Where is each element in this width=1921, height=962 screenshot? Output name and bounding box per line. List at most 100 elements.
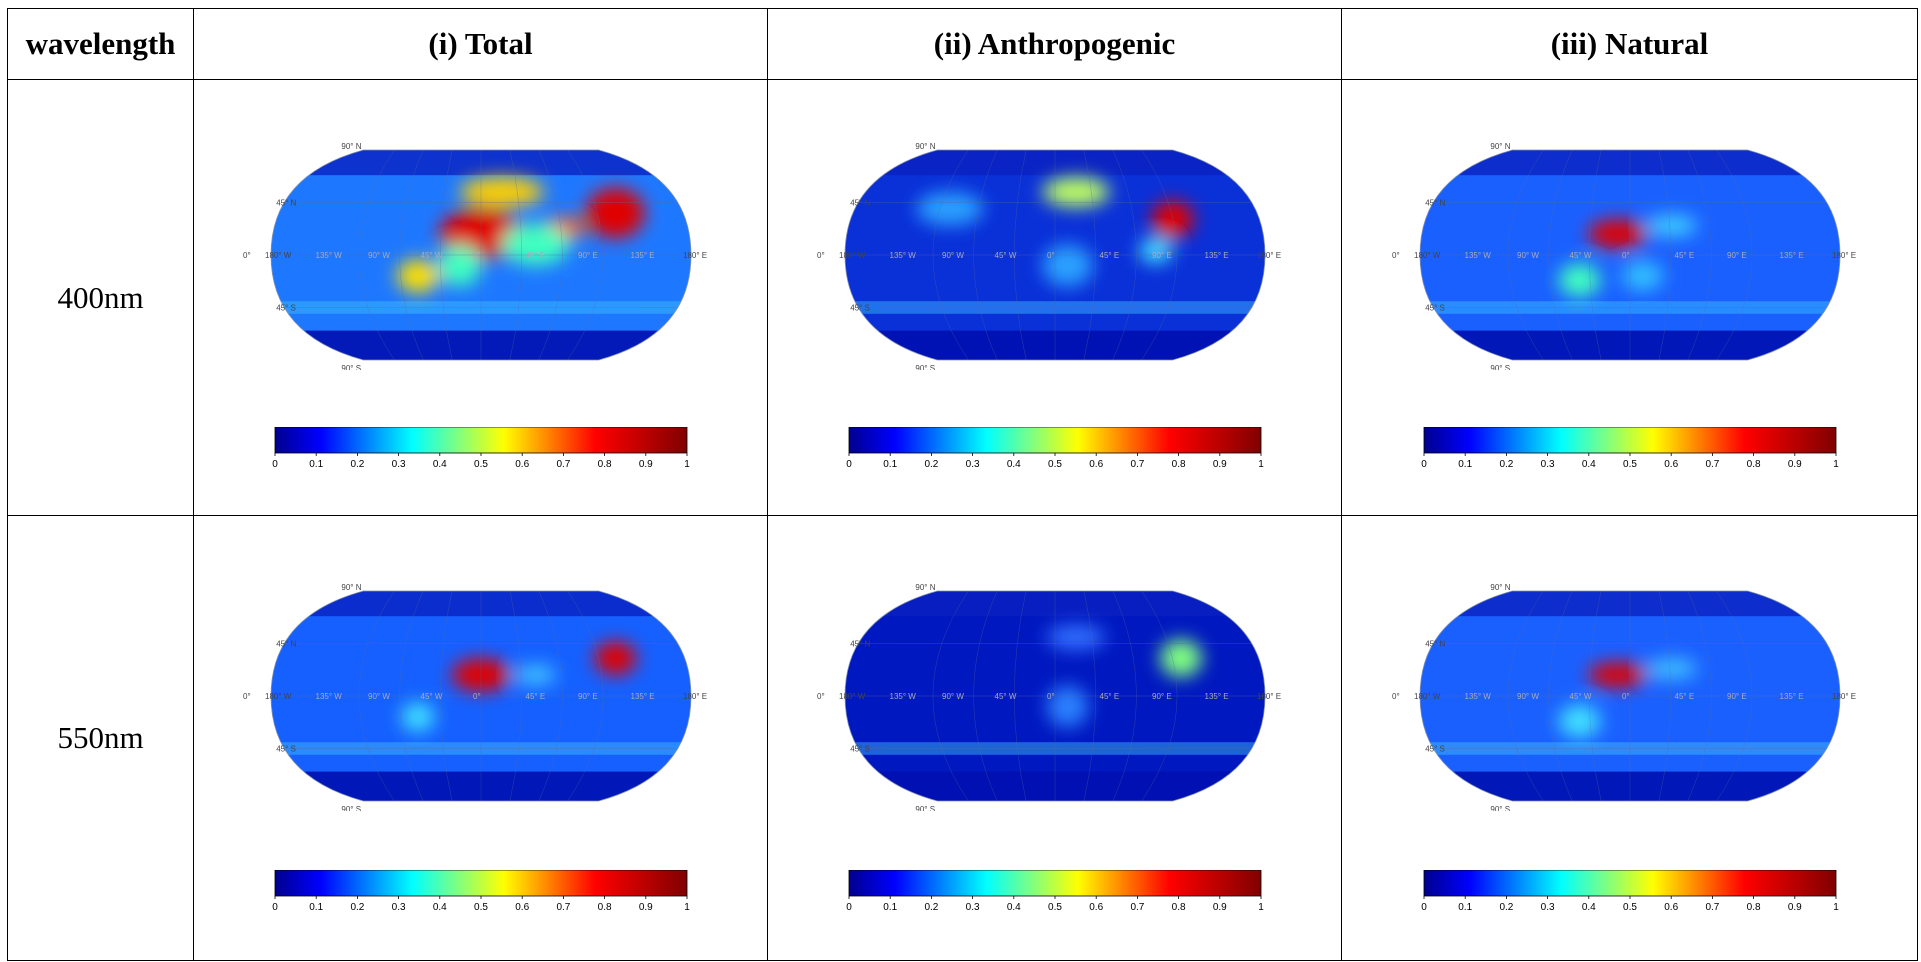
aerosol-hotspot <box>1138 238 1173 264</box>
colorbar-tick-label: 0.6 <box>1089 459 1103 470</box>
colorbar-tick-label: 0.6 <box>515 459 529 470</box>
longitude-label: 135° E <box>630 251 654 260</box>
latitude-label: 0° <box>243 251 251 260</box>
colorbar-tick-label: 0 <box>272 459 278 470</box>
colorbar-tick-label: 0.9 <box>638 459 652 470</box>
colorbar-tick-label: 0.7 <box>1705 459 1719 470</box>
cell-400-natural: 90° N 45° N 0° 45° S 90° S 180° W 135° W 90° W 4… <box>1341 79 1918 516</box>
global-aerosol-map: 90° N 45° N 0° 45° S 90° S 180° W 135° W 90° W 4… <box>817 583 1281 811</box>
colorbar: 0 0.1 0.2 0.3 0.4 0.5 0.6 0.7 0.8 0.9 1 <box>272 427 690 470</box>
longitude-label: 0° <box>473 251 481 260</box>
colorbar-tick-label: 0 <box>1421 459 1427 470</box>
longitude-label: 180° W <box>265 251 292 260</box>
longitude-label: 90° W <box>368 692 390 701</box>
colorbar-gradient <box>1423 427 1836 454</box>
colorbar: 0 0.1 0.2 0.3 0.4 0.5 0.6 0.7 0.8 0.9 1 <box>1421 427 1839 470</box>
aerosol-hotspot <box>1558 263 1601 297</box>
longitude-label: 135° W <box>315 251 342 260</box>
colorbar-tick-label: 0.2 <box>924 459 938 470</box>
colorbar-tick-label: 0.5 <box>1623 459 1637 470</box>
longitude-label: 90° E <box>1727 692 1747 701</box>
longitude-label: 90° W <box>942 692 964 701</box>
aerosol-hotspot <box>1151 200 1194 239</box>
colorbar-tick-label: 0.7 <box>556 459 570 470</box>
longitude-label: 135° W <box>889 251 916 260</box>
colorbar-tick-label: 0.3 <box>1540 459 1554 470</box>
latitude-label: 90° S <box>1490 805 1510 811</box>
longitude-label: 180° W <box>839 692 866 701</box>
longitude-label: 45° W <box>420 692 442 701</box>
colorbar-tick-label: 0.5 <box>1048 902 1062 913</box>
colorbar-tick-label: 0.8 <box>1171 902 1185 913</box>
header-wavelength: wavelength <box>7 8 194 80</box>
colorbar-gradient <box>1423 870 1836 897</box>
colorbar-tick-label: 0.9 <box>1787 459 1801 470</box>
row-550nm: 550nm 90° N 45° N 0° 45° S 90° S 180° W 135° W… <box>7 515 1918 961</box>
colorbar-tick-label: 0.7 <box>1130 902 1144 913</box>
latitude-label: 45° S <box>850 745 870 754</box>
colorbar-tick-label: 0.4 <box>1006 902 1020 913</box>
global-aerosol-map: 90° N 45° N 0° 45° S 90° S 180° W 135° W 90° W 4… <box>1392 583 1856 811</box>
latitude-label: 90° S <box>341 364 361 370</box>
longitude-label: 180° E <box>683 251 707 260</box>
colorbar-tick-label: 0.4 <box>1006 459 1020 470</box>
longitude-label: 90° W <box>942 251 964 260</box>
colorbar-tick-label: 0.9 <box>1212 902 1226 913</box>
longitude-label: 180° W <box>839 251 866 260</box>
colorbar-tick-label: 0.3 <box>391 459 405 470</box>
latitude-label: 90° N <box>1490 142 1510 151</box>
aerosol-hotspot <box>1587 662 1647 688</box>
colorbar-tick-label: 0.4 <box>1581 459 1595 470</box>
colorbar-tick-label: 0.6 <box>1089 902 1103 913</box>
colorbar-tick-label: 0.6 <box>1664 459 1678 470</box>
latitude-label: 90° N <box>341 583 361 592</box>
longitude-label: 0° <box>1622 692 1630 701</box>
aerosol-comparison-table: wavelength (i) Total (ii) Anthropogenic … <box>7 8 1918 961</box>
colorbar-tick-label: 0.5 <box>474 459 488 470</box>
longitude-label: 180° W <box>265 692 292 701</box>
longitude-label: 180° E <box>1832 251 1856 260</box>
latitude-label: 45° N <box>276 199 296 208</box>
latitude-label: 90° N <box>915 142 935 151</box>
colorbar-tick-label: 0.3 <box>965 459 979 470</box>
longitude-label: 90° E <box>1152 692 1172 701</box>
longitude-label: 180° W <box>1414 251 1441 260</box>
colorbar-tick-label: 0.1 <box>1458 902 1472 913</box>
latitude-label: 45° S <box>1425 304 1445 313</box>
latitude-label: 45° N <box>276 640 296 649</box>
longitude-label: 135° E <box>1204 251 1228 260</box>
aerosol-hotspot <box>585 187 645 239</box>
longitude-label: 90° W <box>1517 251 1539 260</box>
global-aerosol-map: 90° N 45° N 0° 45° S 90° S 180° W 135° W 90° W 4… <box>1392 142 1856 370</box>
colorbar-tick-label: 0.5 <box>1048 459 1062 470</box>
longitude-label: 45° W <box>1569 692 1591 701</box>
cell-550-natural: 90° N 45° N 0° 45° S 90° S 180° W 135° W 90° W 4… <box>1341 515 1918 961</box>
aerosol-hotspot <box>1646 658 1697 680</box>
longitude-label: 90° E <box>1152 251 1172 260</box>
longitude-label: 45° E <box>1674 251 1694 260</box>
colorbar-tick-label: 1 <box>1833 902 1839 913</box>
latitude-label: 45° S <box>850 304 870 313</box>
aerosol-hotspot <box>1159 639 1202 678</box>
longitude-label: 45° W <box>994 251 1016 260</box>
longitude-label: 90° E <box>1727 251 1747 260</box>
colorbar-tick-label: 1 <box>684 902 690 913</box>
header-row: wavelength (i) Total (ii) Anthropogenic … <box>7 8 1918 80</box>
colorbar-tick-label: 0.4 <box>432 902 446 913</box>
aerosol-hotspot <box>1621 261 1664 291</box>
colorbar-tick-label: 0.7 <box>1130 459 1144 470</box>
latitude-label: 45° N <box>1425 199 1445 208</box>
longitude-label: 45° E <box>1099 692 1119 701</box>
colorbar-gradient <box>848 870 1261 897</box>
aerosol-hotspot <box>1587 219 1647 249</box>
longitude-label: 135° W <box>889 692 916 701</box>
longitude-label: 45° W <box>1569 251 1591 260</box>
colorbar-tick-label: 1 <box>1258 902 1264 913</box>
longitude-label: 45° E <box>1099 251 1119 260</box>
longitude-label: 180° E <box>1257 251 1281 260</box>
latitude-label: 90° S <box>341 805 361 811</box>
longitude-label: 180° E <box>1257 692 1281 701</box>
longitude-label: 0° <box>1622 251 1630 260</box>
cell-550-total: 90° N 45° N 0° 45° S 90° S 180° W 135° W 90° W 4… <box>193 515 768 961</box>
longitude-label: 135° E <box>630 692 654 701</box>
